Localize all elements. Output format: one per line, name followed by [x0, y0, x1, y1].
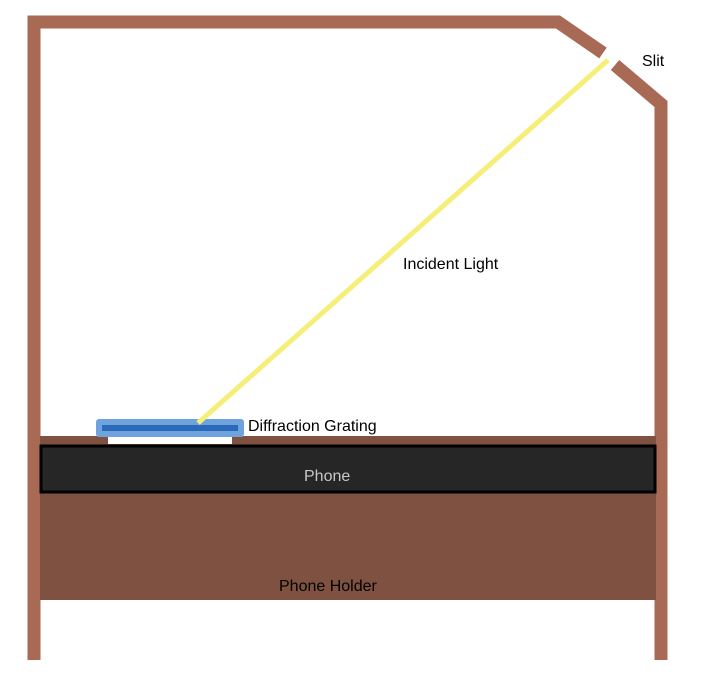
incident-light-label: Incident Light	[403, 256, 499, 273]
phone-label: Phone	[304, 468, 350, 485]
diffraction-grating-core	[102, 425, 238, 431]
slit-label: Slit	[642, 53, 665, 70]
enclosure-frame-left-top	[27, 15, 607, 660]
enclosure-frame-right	[610, 60, 668, 660]
phone-holder-label: Phone Holder	[279, 578, 378, 595]
diffraction-grating-label: Diffraction Grating	[248, 418, 377, 435]
phone	[39, 444, 657, 494]
incident-light-ray	[196, 58, 610, 425]
grating-support	[108, 434, 232, 444]
